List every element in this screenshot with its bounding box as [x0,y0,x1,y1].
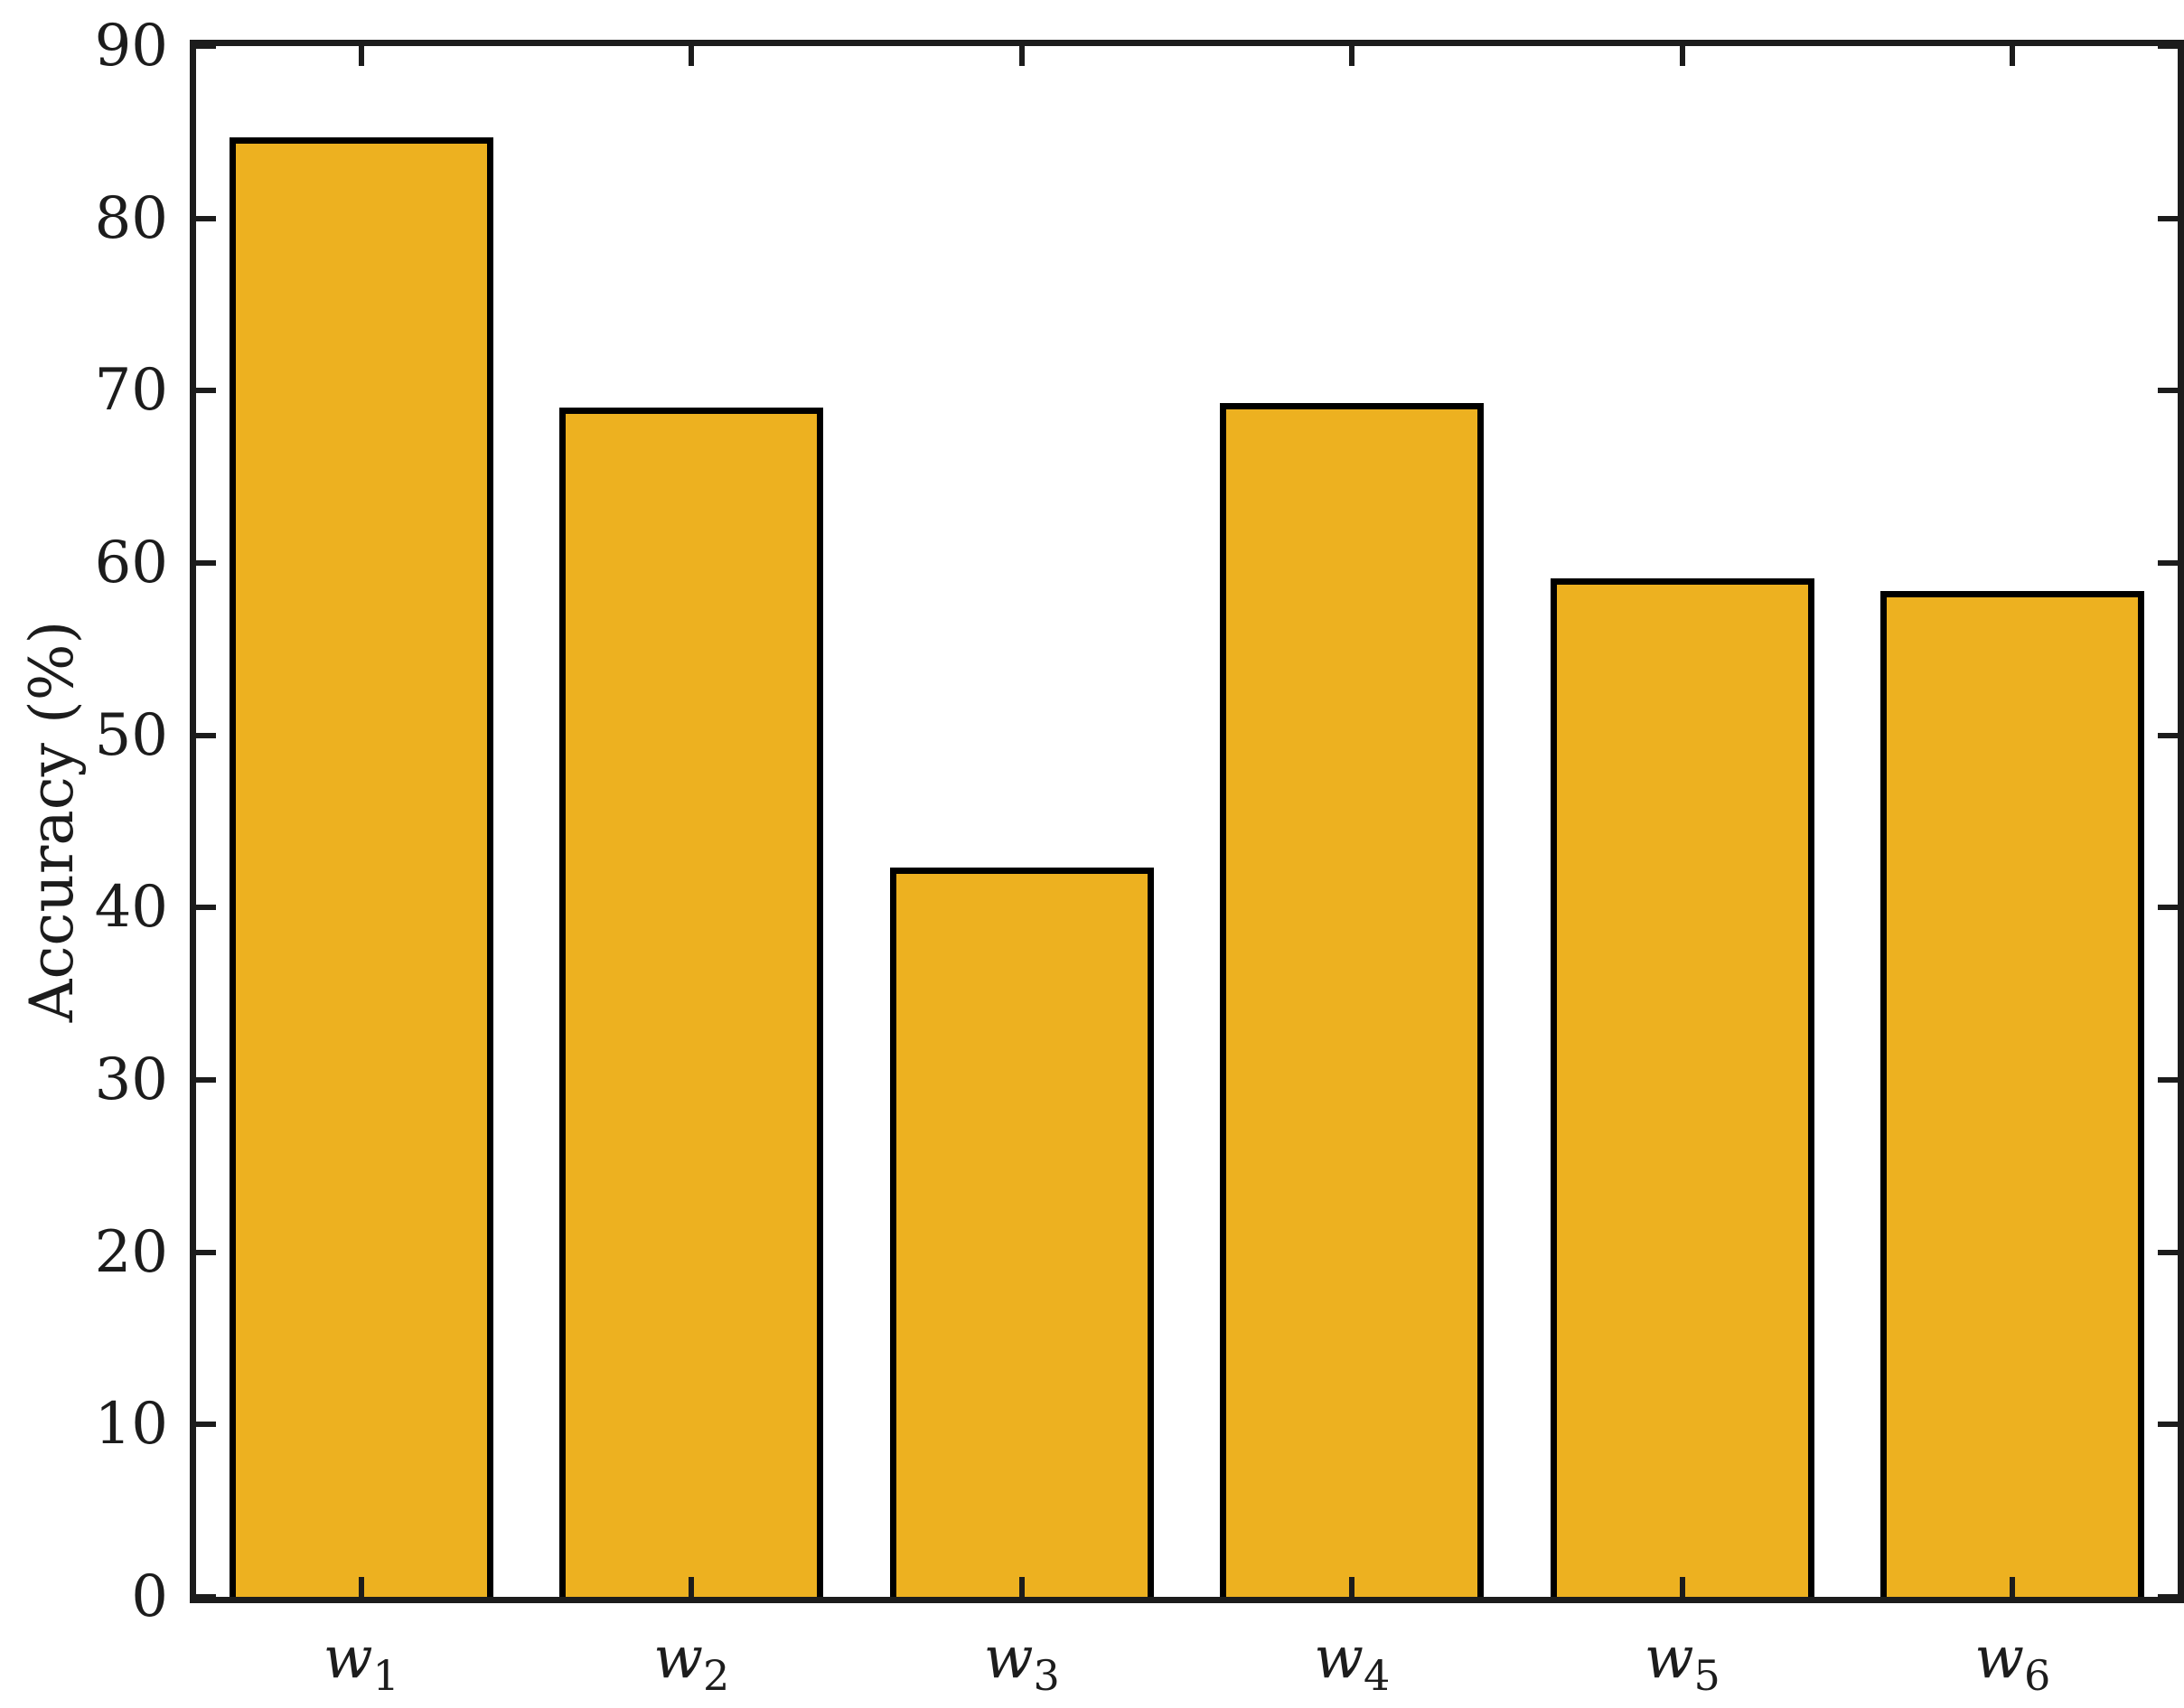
x-tick-label-w2: w2 [653,1625,730,1700]
x-tick-top-w1 [358,46,364,66]
bar-w1 [229,137,493,1597]
y-tick-right-40 [2158,905,2178,911]
y-tick-left-70 [196,388,216,394]
x-tick-label-w3: w3 [983,1625,1060,1700]
x-tick-top-w6 [2010,46,2016,66]
y-tick-right-0 [2158,1594,2178,1600]
y-tick-label-70: 70 [94,357,168,425]
x-tick-label-w5: w5 [1644,1625,1720,1700]
y-tick-label-10: 10 [94,1391,168,1459]
plot-area [190,40,2184,1603]
bar-w2 [559,408,824,1597]
bar-w6 [1880,590,2145,1597]
x-tick-bottom-w2 [689,1577,695,1597]
y-tick-left-60 [196,560,216,566]
x-tick-label-w1: w1 [323,1625,399,1700]
y-tick-label-20: 20 [94,1218,168,1286]
y-tick-label-30: 30 [94,1046,168,1113]
y-tick-label-0: 0 [131,1563,168,1630]
x-tick-bottom-w4 [1349,1577,1355,1597]
bar-w5 [1550,578,1814,1597]
x-tick-bottom-w6 [2010,1577,2016,1597]
y-axis-tick-labels: 0 10 20 30 40 50 60 70 80 90 [0,17,168,1626]
y-tick-left-10 [196,1422,216,1428]
y-tick-label-50: 50 [94,701,168,769]
bar-w3 [889,868,1154,1597]
y-tick-right-70 [2158,388,2178,394]
y-tick-label-90: 90 [94,13,168,80]
x-tick-bottom-w1 [358,1577,364,1597]
x-tick-label-w4: w4 [1314,1625,1391,1700]
y-tick-label-40: 40 [94,874,168,942]
y-tick-left-90 [196,43,216,49]
y-tick-left-80 [196,215,216,221]
y-tick-left-0 [196,1594,216,1600]
y-tick-right-90 [2158,43,2178,49]
y-tick-left-30 [196,1077,216,1083]
y-tick-right-30 [2158,1077,2178,1083]
bar-w4 [1220,402,1485,1597]
x-axis-tick-labels: w1 w2 w3 w4 w5 w6 [196,1622,2178,1708]
y-tick-right-80 [2158,215,2178,221]
y-tick-right-50 [2158,732,2178,738]
y-tick-right-20 [2158,1249,2178,1255]
x-tick-top-w5 [1679,46,1685,66]
y-tick-left-40 [196,905,216,911]
x-tick-top-w2 [689,46,695,66]
y-tick-left-50 [196,732,216,738]
x-tick-top-w3 [1018,46,1025,66]
x-tick-bottom-w5 [1679,1577,1685,1597]
y-tick-right-60 [2158,560,2178,566]
y-tick-label-60: 60 [94,530,168,596]
y-tick-label-80: 80 [94,184,168,252]
x-tick-label-w6: w6 [1974,1625,2051,1700]
x-tick-top-w4 [1349,46,1355,66]
y-tick-right-10 [2158,1422,2178,1428]
x-tick-bottom-w3 [1018,1577,1025,1597]
y-tick-left-20 [196,1249,216,1255]
